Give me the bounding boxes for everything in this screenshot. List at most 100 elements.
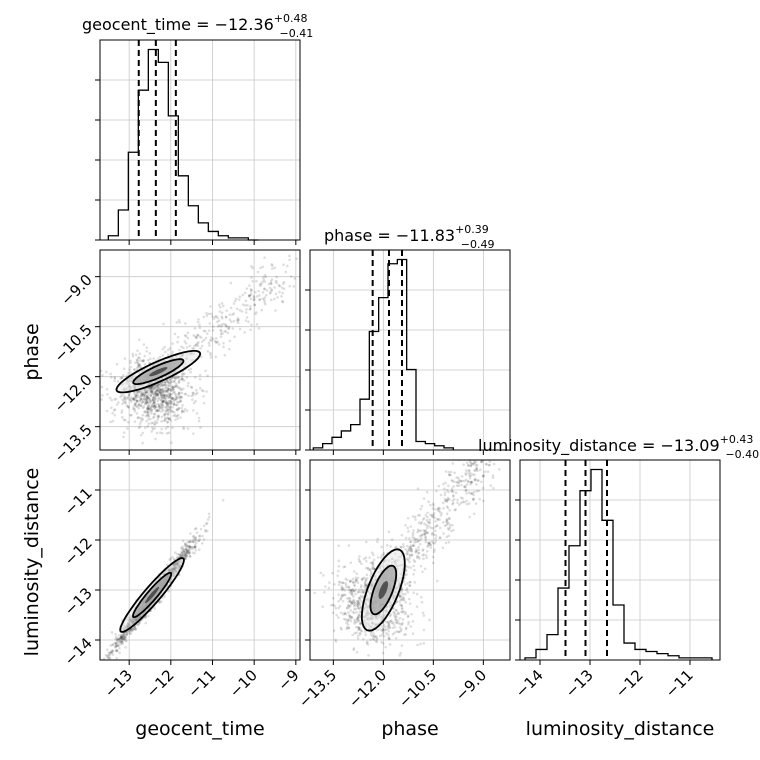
sample-point bbox=[117, 637, 121, 641]
sample-point bbox=[278, 290, 281, 294]
sample-point bbox=[147, 418, 150, 421]
sample-point bbox=[381, 651, 385, 655]
sample-point bbox=[408, 553, 412, 556]
sample-point bbox=[449, 470, 453, 474]
sample-point bbox=[344, 593, 347, 597]
sample-point bbox=[136, 399, 139, 403]
sample-point bbox=[147, 414, 150, 417]
sample-point bbox=[175, 376, 178, 380]
sample-point bbox=[220, 325, 223, 328]
sample-point bbox=[372, 567, 376, 570]
sample-point bbox=[358, 615, 362, 618]
sample-point bbox=[390, 621, 393, 625]
sample-point bbox=[394, 545, 398, 549]
sample-point bbox=[182, 427, 186, 431]
sample-point bbox=[225, 309, 228, 312]
sample-point bbox=[470, 480, 473, 484]
sample-point bbox=[411, 632, 415, 635]
sample-point bbox=[469, 480, 472, 484]
sample-point bbox=[128, 632, 132, 635]
sample-point bbox=[119, 636, 123, 639]
sample-point bbox=[206, 518, 210, 521]
sample-point bbox=[143, 400, 146, 404]
sample-point bbox=[154, 389, 158, 393]
sample-point bbox=[248, 294, 251, 297]
sample-point bbox=[147, 397, 151, 400]
sample-point bbox=[344, 581, 347, 585]
sample-point bbox=[122, 394, 125, 397]
sample-point bbox=[445, 499, 448, 502]
sample-point bbox=[371, 565, 375, 569]
sample-point bbox=[172, 402, 176, 406]
sample-point bbox=[273, 297, 276, 301]
sample-point bbox=[477, 422, 480, 425]
sample-point bbox=[176, 395, 179, 399]
sample-point bbox=[471, 462, 475, 466]
sample-point bbox=[411, 536, 414, 539]
sample-point bbox=[143, 391, 147, 394]
sample-point bbox=[178, 395, 182, 398]
sample-point bbox=[261, 297, 265, 301]
sample-point bbox=[353, 622, 356, 625]
sample-point bbox=[419, 596, 423, 599]
sample-point bbox=[271, 267, 274, 270]
sample-point bbox=[249, 328, 252, 332]
sample-point bbox=[121, 639, 125, 642]
sample-point bbox=[144, 401, 148, 405]
sample-point bbox=[153, 387, 156, 391]
sample-point bbox=[358, 610, 362, 614]
sample-point bbox=[167, 405, 171, 408]
sample-point bbox=[366, 566, 370, 570]
sample-point bbox=[384, 645, 387, 649]
sample-point bbox=[406, 614, 410, 618]
sample-point bbox=[207, 329, 211, 332]
sample-point bbox=[400, 610, 403, 614]
sample-point bbox=[178, 555, 182, 558]
sample-point bbox=[158, 601, 161, 604]
sample-point bbox=[341, 581, 344, 585]
sample-point bbox=[346, 623, 350, 626]
sample-point bbox=[149, 399, 152, 402]
sample-point bbox=[137, 364, 141, 368]
sample-point bbox=[111, 649, 115, 653]
sample-point bbox=[193, 344, 196, 348]
sample-point bbox=[181, 547, 184, 550]
x-tick-label: −12 bbox=[143, 666, 178, 701]
sample-point bbox=[202, 394, 205, 398]
sample-point bbox=[280, 294, 283, 298]
sample-point bbox=[233, 299, 237, 303]
sample-point bbox=[356, 599, 359, 603]
sample-point bbox=[228, 313, 232, 316]
sample-point bbox=[133, 404, 136, 407]
sample-point bbox=[386, 621, 390, 624]
sample-point bbox=[379, 556, 383, 559]
sample-point bbox=[336, 616, 340, 619]
sample-point bbox=[162, 399, 165, 403]
sample-point bbox=[255, 295, 259, 298]
x-tick-label: −12 bbox=[612, 666, 647, 701]
sample-point bbox=[387, 624, 391, 627]
sample-point bbox=[406, 558, 410, 562]
sample-point bbox=[150, 403, 154, 406]
sample-point bbox=[186, 547, 190, 551]
sample-point bbox=[270, 278, 274, 281]
sample-point bbox=[401, 596, 405, 599]
sample-point bbox=[124, 637, 128, 640]
sample-point bbox=[150, 430, 153, 433]
sample-point bbox=[409, 548, 413, 551]
sample-point bbox=[111, 643, 115, 647]
sample-point bbox=[423, 567, 427, 571]
title-phase: phase = −11.83+0.39 −0.49 bbox=[324, 223, 495, 251]
sample-point bbox=[154, 437, 157, 441]
sample-point bbox=[146, 396, 149, 399]
histogram-luminosity_distance bbox=[524, 468, 713, 660]
sample-point bbox=[111, 653, 115, 656]
sample-point bbox=[161, 403, 165, 407]
sample-point bbox=[285, 264, 289, 268]
sample-point bbox=[138, 621, 141, 625]
sample-point bbox=[132, 397, 135, 400]
ylabel-luminosity-distance: luminosity_distance bbox=[21, 468, 43, 657]
sample-point bbox=[160, 403, 164, 407]
sample-point bbox=[137, 403, 141, 407]
sample-point bbox=[166, 407, 170, 410]
